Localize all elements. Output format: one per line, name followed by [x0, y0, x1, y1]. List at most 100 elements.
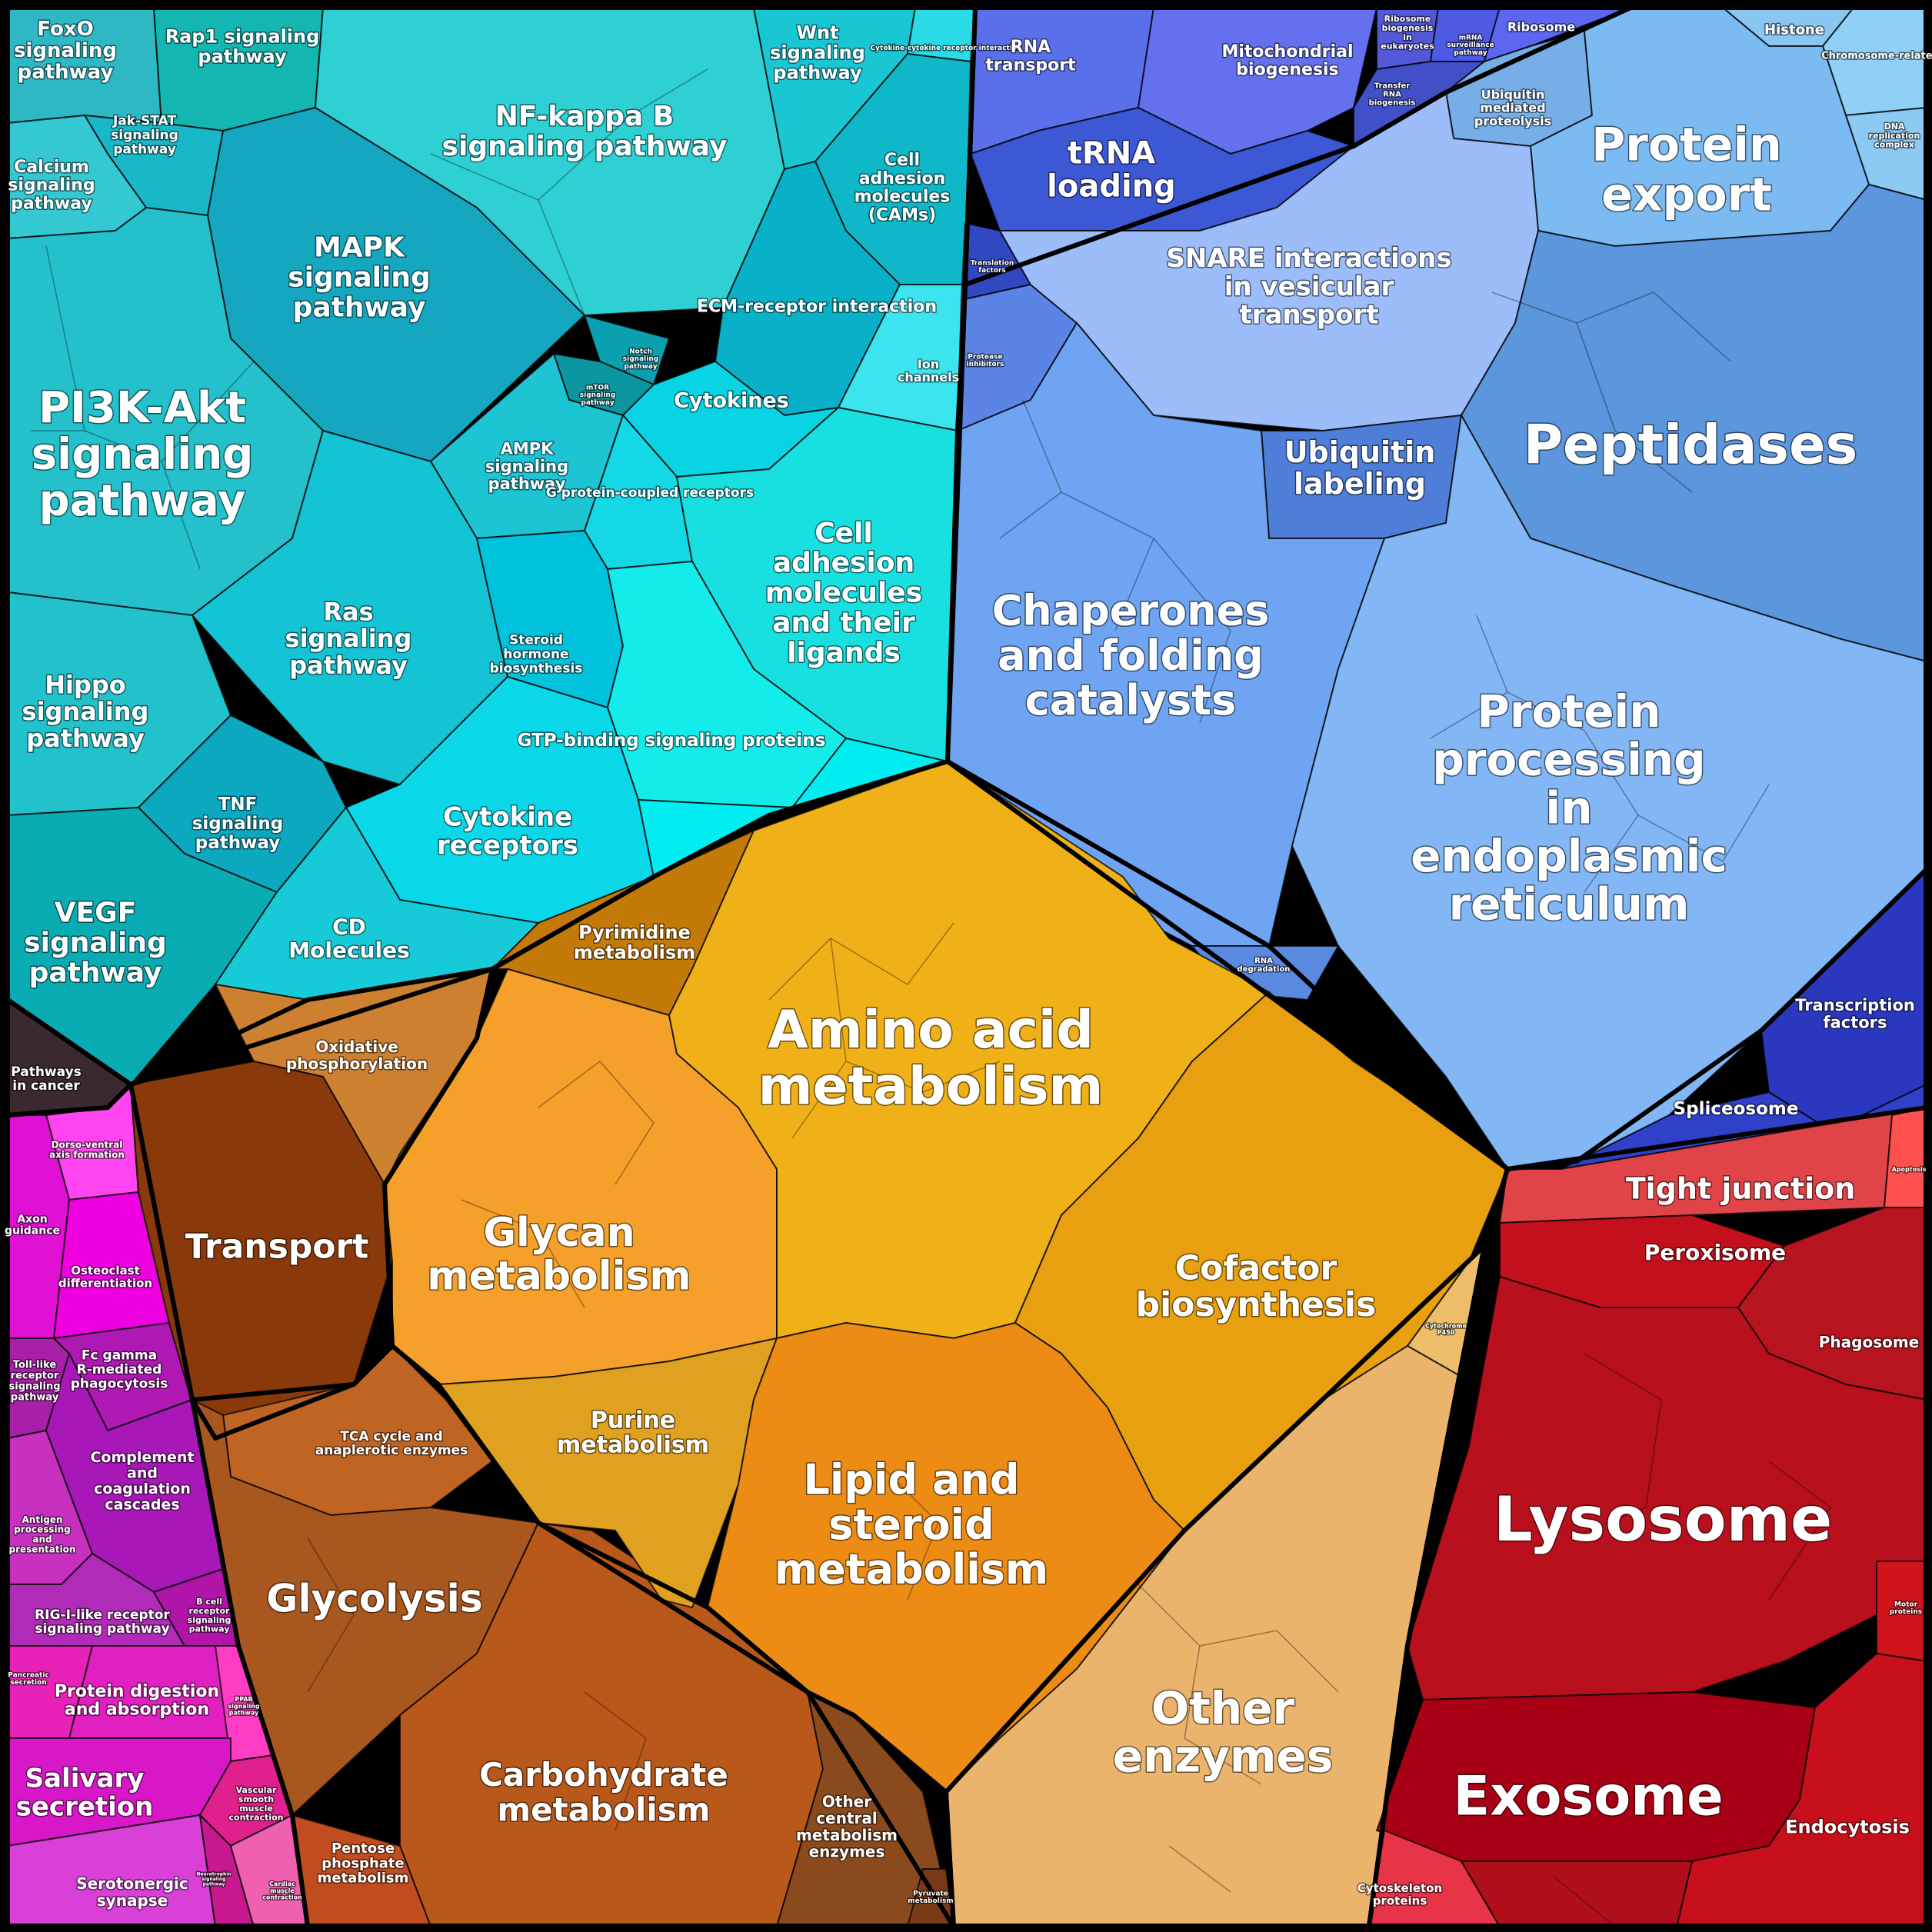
label-complement: Complement and coagulation cascades	[90, 1449, 194, 1514]
label-protein-export: Protein export	[1591, 118, 1781, 222]
label-pyrimidine: Pyrimidine metabolism	[574, 921, 695, 963]
label-salivary: Salivary secretion	[16, 1764, 154, 1823]
label-ubiquitin-labeling: Ubiquitin labeling	[1284, 435, 1436, 501]
label-pentose: Pentose phosphate metabolism	[318, 1840, 409, 1887]
label-mtor: mTOR signaling pathway	[580, 384, 615, 406]
label-cams: Cell adhesion molecules (CAMs)	[854, 151, 951, 225]
label-transfer-rna-biogenesis: Transfer RNA biogenesis	[1369, 82, 1416, 108]
label-cofactor: Cofactor biosynthesis	[1136, 1249, 1377, 1325]
label-cell-adhesion-ligands: Cell adhesion molecules and their ligands	[765, 518, 922, 669]
label-glycan: Glycan metabolism	[427, 1210, 691, 1299]
label-ampk: AMPK signaling pathway	[485, 440, 568, 493]
label-tight-junction: Tight junction	[1626, 1171, 1856, 1205]
label-vascular: Vascular smooth muscle contraction	[229, 1785, 284, 1823]
immune-group	[7, 1082, 309, 1927]
label-notch: Notch signaling pathway	[623, 348, 658, 370]
label-ppar: PPAR signaling pathway	[228, 1696, 260, 1716]
label-ras: Ras signaling pathway	[285, 598, 412, 680]
label-ribosome: Ribosome	[1507, 20, 1575, 35]
label-calcium: Calcium signaling pathway	[8, 158, 95, 214]
label-antigen: Antigen processing and presentation	[9, 1514, 76, 1555]
label-foxo: FoxO signaling pathway	[14, 18, 117, 84]
label-spliceosome: Spliceosome	[1674, 1099, 1799, 1119]
label-chaperones: Chaperones and folding catalysts	[992, 587, 1270, 725]
label-chromosome: Chromosome-related	[1821, 51, 1932, 62]
label-cytochrome-p450: Cytochrome P450	[1425, 1322, 1467, 1336]
label-lysosome: Lysosome	[1494, 1484, 1832, 1555]
label-ubiquitin-proteolysis: Ubiquitin mediated proteolysis	[1474, 87, 1551, 128]
inner-subdivisions	[31, 68, 1832, 1927]
label-lipid: Lipid and steroid metabolism	[774, 1456, 1048, 1594]
group-borders	[4, 4, 1929, 1929]
label-snare: SNARE interactions in vesicular transport	[1166, 243, 1451, 330]
label-cytokines: Cytokines	[674, 388, 789, 412]
label-osteoclast: Osteoclast differentiation	[58, 1264, 152, 1290]
label-protein-digestion: Protein digestion and absorption	[55, 1682, 219, 1720]
label-protein-processing-er: Protein processing in endoplasmic reticulum	[1411, 685, 1727, 931]
label-peptidases: Peptidases	[1524, 414, 1858, 477]
label-glycolysis: Glycolysis	[266, 1577, 482, 1621]
label-neurotrophin: Neurotrophin signaling pathway	[196, 1872, 231, 1887]
label-phagosome: Phagosome	[1819, 1333, 1920, 1351]
label-protease-inhibitors: Protease inhibitors	[967, 353, 1004, 368]
label-oxidative-phos: Oxidative phosphorylation	[286, 1038, 428, 1073]
label-b-cell: B cell receptor signaling pathway	[188, 1597, 232, 1634]
label-mito-biogenesis: Mitochondrial biogenesis	[1221, 42, 1353, 80]
label-fc-gamma: Fc gamma R-mediated phagocytosis	[71, 1348, 168, 1392]
label-toll-like: Toll-like receptor signaling pathway	[9, 1359, 61, 1403]
label-mrna-surveillance: mRNA surveillance pathway	[1447, 34, 1494, 56]
label-serotonergic: Serotonergic synapse	[76, 1874, 188, 1910]
label-cardiac: Cardiac muscle contraction	[262, 1880, 302, 1900]
label-other-central: Other central metabolism enzymes	[796, 1793, 898, 1861]
label-gpcr: G protein-coupled receptors	[546, 485, 754, 501]
label-steroid-hormone: Steroid hormone biosynthesis	[490, 633, 583, 677]
label-transport: Transport	[185, 1227, 369, 1266]
label-ribosome-biogenesis: Ribosome biogenesis in eukaryotes	[1381, 14, 1434, 52]
label-rna-degradation: RNA degradation	[1237, 957, 1291, 974]
label-cytokine-receptors: Cytokine receptors	[437, 802, 578, 861]
cell-red-fill	[1460, 1860, 1694, 1927]
label-rna-transport: RNA transport	[985, 38, 1076, 75]
label-rap1: Rap1 signaling pathway	[165, 25, 320, 67]
metabolism-brown-group	[129, 968, 955, 1927]
label-endocytosis: Endocytosis	[1785, 1816, 1910, 1837]
label-amino-acid: Amino acid metabolism	[758, 1000, 1104, 1117]
cellular-group	[1367, 1106, 1927, 1927]
label-hippo: Hippo signaling pathway	[22, 671, 149, 753]
metabolism-core-group	[383, 760, 1509, 1794]
label-motor-proteins: Motor proteins	[1890, 1601, 1922, 1616]
label-other-enzymes: Other enzymes	[1113, 1682, 1334, 1783]
label-cd-molecules: CD Molecules	[288, 914, 409, 963]
label-cytoskeleton: Cytoskeleton proteins	[1357, 1881, 1442, 1907]
label-dorso-ventral: Dorso-ventral axis formation	[49, 1140, 125, 1161]
label-exosome: Exosome	[1453, 1765, 1723, 1828]
genetic-info-group	[960, 7, 1927, 1170]
label-dna-replication: DNA replication complex	[1869, 122, 1920, 150]
label-purine: Purine metabolism	[557, 1407, 709, 1458]
label-pancreatic: Pancreatic secretion	[8, 1671, 49, 1687]
label-ecm: ECM-receptor interaction	[697, 298, 937, 317]
label-transcription-factors: Transcription factors	[1795, 996, 1915, 1032]
label-ion-channels: Ion channels	[898, 357, 959, 385]
label-pi3k: PI3K-Akt signaling pathway	[32, 383, 254, 526]
label-wnt: Wnt signaling pathway	[770, 22, 865, 83]
labels: FoxO signaling pathway Rap1 signaling pathwa…	[3, 13, 1932, 1911]
label-rig-i: RIG-I-like receptor signaling pathway	[35, 1607, 170, 1637]
label-tca: TCA cycle and anaplerotic enzymes	[315, 1429, 468, 1458]
cell-apoptosis[interactable]	[1883, 1106, 1927, 1208]
label-vegf: VEGF signaling pathway	[24, 898, 167, 989]
label-tnf: TNF signaling pathway	[192, 794, 284, 853]
label-histone: Histone	[1764, 22, 1824, 38]
label-peroxisome: Peroxisome	[1644, 1240, 1786, 1265]
label-jak-stat: Jak-STAT signaling pathway	[111, 114, 178, 158]
label-carbohydrate: Carbohydrate metabolism	[479, 1756, 728, 1828]
cell-cytokine-interaction[interactable]	[906, 7, 977, 63]
label-trna-loading: tRNA loading	[1047, 135, 1176, 204]
label-gtp-binding: GTP-binding signaling proteins	[518, 731, 826, 751]
label-axon-guidance: Axon guidance	[5, 1213, 60, 1237]
label-mapk: MAPK signaling pathway	[288, 232, 431, 324]
label-pyruvate: Pyruvate metabolism	[908, 1890, 953, 1905]
label-pathways-cancer: Pathways in cancer	[11, 1064, 82, 1094]
